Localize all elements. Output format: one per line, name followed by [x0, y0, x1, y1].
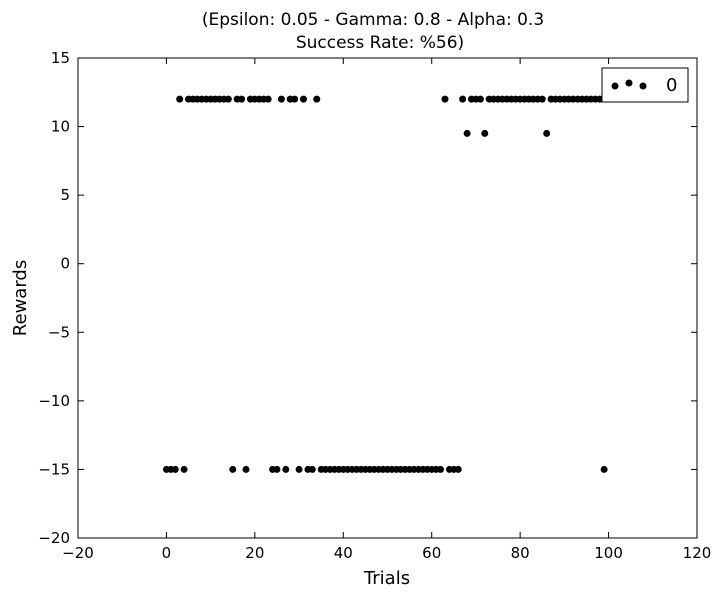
y-tick-label: −15: [38, 460, 70, 478]
scatter-point: [313, 95, 321, 103]
scatter-point: [277, 95, 285, 103]
legend-marker: [639, 82, 647, 90]
x-tick-label: 60: [422, 544, 441, 562]
scatter-point: [229, 465, 237, 473]
scatter-point: [463, 129, 471, 137]
chart-title-line1: (Epsilon: 0.05 - Gamma: 0.8 - Alpha: 0.3: [202, 10, 544, 30]
scatter-point: [180, 465, 188, 473]
x-tick-label: 0: [162, 544, 172, 562]
y-tick-label: 0: [60, 255, 70, 273]
y-tick-label: −20: [38, 529, 70, 547]
y-tick-label: −10: [38, 392, 70, 410]
x-tick-label: 120: [683, 544, 712, 562]
x-tick-label: 20: [245, 544, 264, 562]
y-tick-label: 15: [51, 49, 70, 67]
data-points: [162, 95, 608, 473]
legend: 0: [601, 67, 689, 103]
axis-ticks: [77, 57, 698, 539]
scatter-point: [264, 95, 272, 103]
scatter-point: [282, 465, 290, 473]
scatter-point: [596, 95, 604, 103]
x-tick-label: −20: [62, 544, 94, 562]
chart-title-line2: Success Rate: %56): [296, 33, 464, 53]
scatter-point: [538, 95, 546, 103]
scatter-point: [481, 129, 489, 137]
scatter-point: [171, 465, 179, 473]
scatter-point: [242, 465, 250, 473]
scatter-point: [476, 95, 484, 103]
y-tick-label: 5: [60, 186, 70, 204]
x-axis-label: Trials: [363, 568, 410, 589]
x-tick-labels: −20 0 20 40 60 80 100 120: [62, 544, 711, 562]
x-tick-label: 100: [594, 544, 623, 562]
scatter-point: [543, 129, 551, 137]
scatter-point: [454, 465, 462, 473]
y-tick-label: −5: [48, 323, 70, 341]
legend-entry-label: 0: [666, 75, 677, 96]
legend-marker: [611, 82, 619, 90]
y-tick-labels: −20 −15 −10 −5 0 5 10 15: [38, 49, 70, 547]
legend-marker: [625, 79, 633, 87]
scatter-point: [176, 95, 184, 103]
x-tick-label: 40: [334, 544, 353, 562]
y-axis-label: Rewards: [10, 260, 31, 336]
scatter-point: [437, 465, 445, 473]
scatter-point: [224, 95, 232, 103]
scatter-point: [273, 465, 281, 473]
scatter-point: [291, 95, 299, 103]
scatter-point: [600, 465, 608, 473]
scatter-point: [459, 95, 467, 103]
y-tick-label: 10: [51, 118, 70, 136]
x-tick-label: 80: [511, 544, 530, 562]
scatter-point: [238, 95, 246, 103]
scatter-point: [308, 465, 316, 473]
scatter-point: [295, 465, 303, 473]
scatter-point: [441, 95, 449, 103]
scatter-point: [299, 95, 307, 103]
plot-area: [77, 57, 698, 539]
